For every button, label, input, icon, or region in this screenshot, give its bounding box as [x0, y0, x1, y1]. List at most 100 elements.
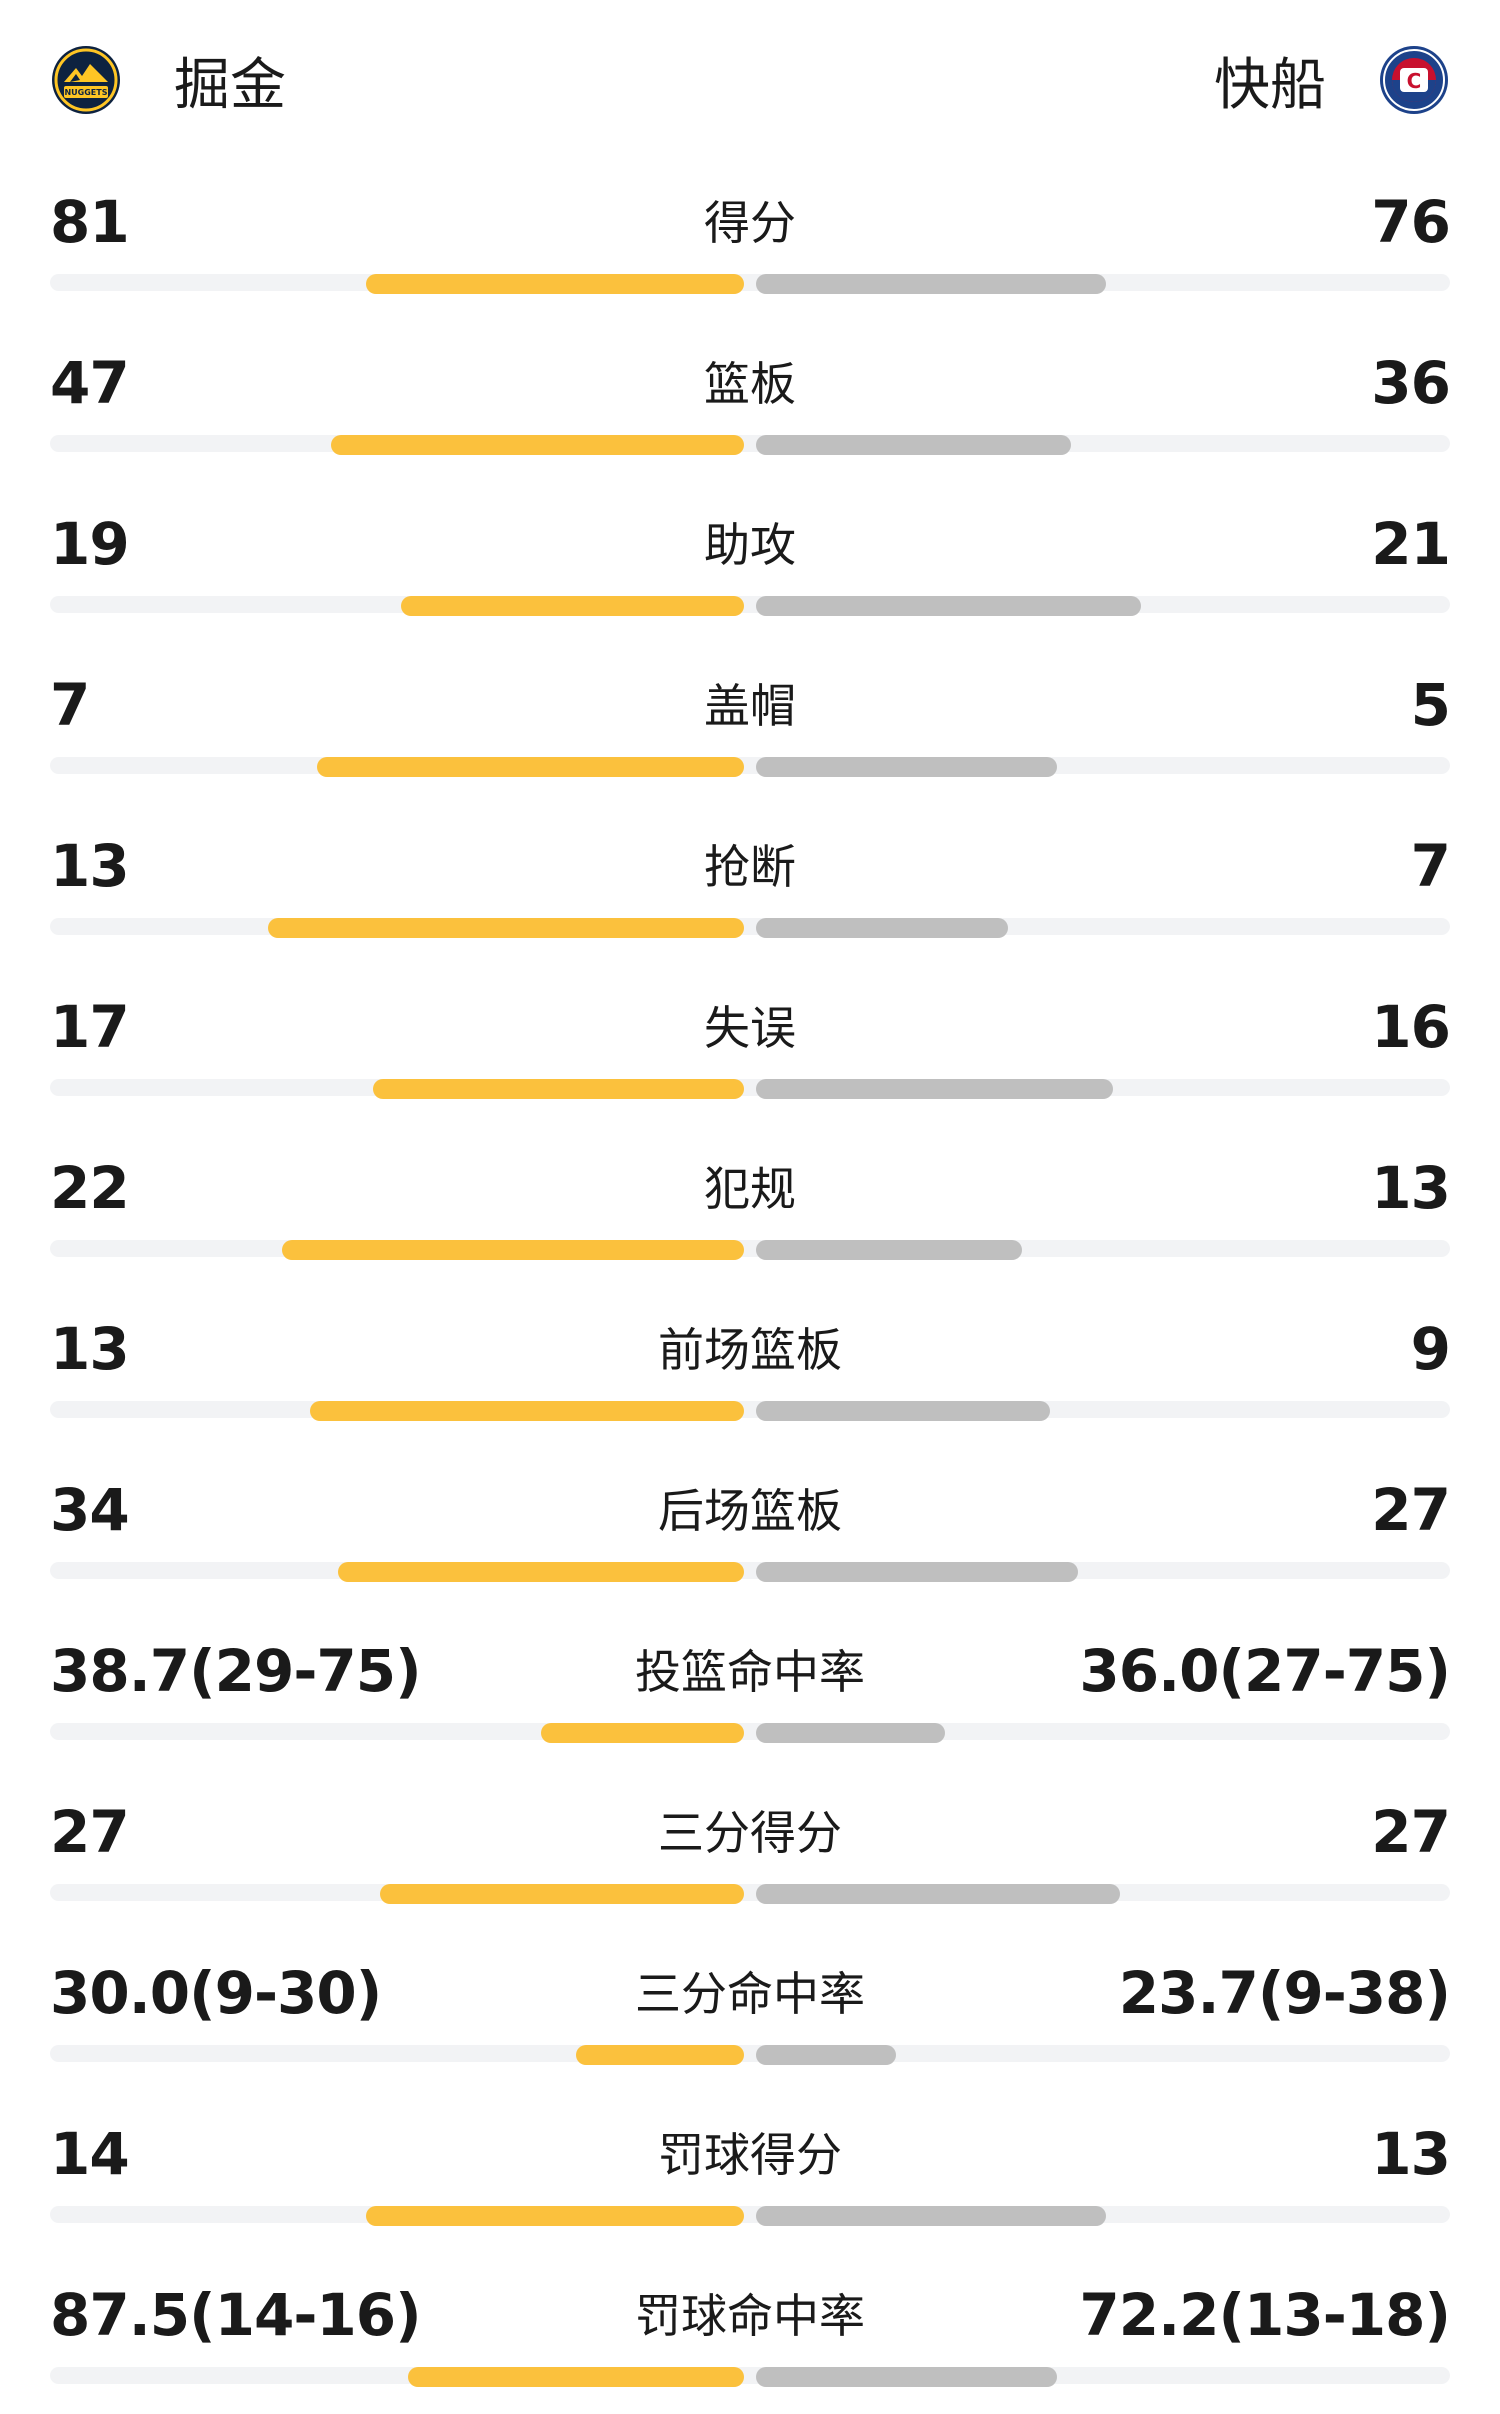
home-stat-bar [310, 1401, 744, 1421]
stat-row: 13 前场篮板 9 [0, 1287, 1500, 1448]
nuggets-logo-icon: NUGGETS [52, 46, 120, 114]
away-stat-value: 36 [1371, 349, 1451, 417]
stat-row: 81 得分 76 [0, 160, 1500, 321]
svg-text:C: C [1407, 69, 1422, 93]
stat-label: 三分得分 [658, 1806, 842, 1860]
home-stat-value: 87.5(14-16) [50, 2281, 422, 2349]
away-stat-bar [756, 1562, 1078, 1582]
stat-bar-track [50, 435, 1450, 452]
away-stat-value: 5 [1410, 671, 1451, 739]
away-stat-bar [756, 1723, 945, 1743]
away-stat-bar [756, 918, 1008, 938]
stat-label: 罚球得分 [658, 2128, 842, 2182]
home-stat-value: 17 [50, 993, 130, 1061]
stat-row: 13 抢断 7 [0, 804, 1500, 965]
away-stat-value: 27 [1371, 1476, 1451, 1544]
away-stat-value: 13 [1371, 2120, 1451, 2188]
stat-bar-track [50, 2045, 1450, 2062]
home-stat-value: 38.7(29-75) [50, 1637, 422, 1705]
away-team[interactable]: C 快船 [1214, 40, 1450, 120]
away-stat-value: 16 [1371, 993, 1451, 1061]
stat-row: 47 篮板 36 [0, 321, 1500, 482]
away-stat-bar [756, 274, 1106, 294]
stat-row: 38.7(29-75) 投篮命中率 36.0(27-75) [0, 1609, 1500, 1770]
stat-row: 19 助攻 21 [0, 482, 1500, 643]
stat-label: 投篮命中率 [635, 1645, 865, 1699]
stat-bar-track [50, 274, 1450, 291]
away-stat-value: 23.7(9-38) [1118, 1959, 1451, 2027]
home-stat-value: 19 [50, 510, 130, 578]
stat-bar-track [50, 757, 1450, 774]
stat-bar-track [50, 1723, 1450, 1740]
stat-bar-track [50, 1562, 1450, 1579]
stats-list: 81 得分 76 47 篮板 36 19 助攻 21 7 盖帽 5 13 抢断 7 17 失误 16 22 犯规 13 1… [0, 160, 1500, 2414]
stat-row: 14 罚球得分 13 [0, 2092, 1500, 2253]
home-stat-bar [408, 2367, 744, 2387]
home-stat-value: 22 [50, 1154, 130, 1222]
away-stat-value: 76 [1371, 188, 1451, 256]
home-team[interactable]: NUGGETS 掘金 [50, 40, 286, 120]
stat-row: 30.0(9-30) 三分命中率 23.7(9-38) [0, 1931, 1500, 2092]
home-stat-bar [366, 274, 744, 294]
home-stat-value: 7 [50, 671, 90, 739]
home-stat-value: 27 [50, 1798, 130, 1866]
away-stat-bar [756, 2367, 1057, 2387]
stat-row: 27 三分得分 27 [0, 1770, 1500, 1931]
stat-row: 87.5(14-16) 罚球命中率 72.2(13-18) [0, 2253, 1500, 2414]
stat-label: 失误 [704, 1001, 796, 1055]
home-stat-value: 34 [50, 1476, 130, 1544]
away-stat-value: 9 [1410, 1315, 1451, 1383]
team-header: NUGGETS 掘金 C 快船 [0, 0, 1500, 160]
stat-label: 盖帽 [704, 679, 796, 733]
svg-text:NUGGETS: NUGGETS [64, 88, 107, 97]
away-stat-bar [756, 2206, 1106, 2226]
clippers-logo-icon: C [1380, 46, 1448, 114]
away-stat-bar [756, 435, 1071, 455]
stat-bar-track [50, 1884, 1450, 1901]
away-stat-value: 36.0(27-75) [1079, 1637, 1451, 1705]
home-stat-value: 47 [50, 349, 130, 417]
stat-label: 助攻 [704, 518, 796, 572]
stat-bar-track [50, 596, 1450, 613]
stat-label: 得分 [704, 196, 796, 250]
away-stat-bar [756, 1884, 1120, 1904]
home-stat-bar [576, 2045, 744, 2065]
home-stat-bar [373, 1079, 744, 1099]
stat-row: 17 失误 16 [0, 965, 1500, 1126]
home-stat-bar [317, 757, 744, 777]
home-stat-value: 13 [50, 832, 130, 900]
away-stat-bar [756, 2045, 896, 2065]
home-stat-bar [541, 1723, 744, 1743]
stat-bar-track [50, 1079, 1450, 1096]
away-stat-bar [756, 757, 1057, 777]
stat-label: 篮板 [704, 357, 796, 411]
stat-bar-track [50, 2367, 1450, 2384]
home-stat-value: 14 [50, 2120, 130, 2188]
away-stat-value: 7 [1410, 832, 1451, 900]
away-team-name: 快船 [1214, 52, 1326, 118]
away-stat-bar [756, 596, 1141, 616]
home-stat-value: 81 [50, 188, 130, 256]
stat-bar-track [50, 918, 1450, 935]
away-stat-bar [756, 1240, 1022, 1260]
away-stat-value: 21 [1371, 510, 1451, 578]
home-stat-bar [380, 1884, 744, 1904]
stat-row: 7 盖帽 5 [0, 643, 1500, 804]
home-stat-bar [268, 918, 744, 938]
away-stat-bar [756, 1079, 1113, 1099]
home-stat-bar [331, 435, 744, 455]
home-stat-value: 13 [50, 1315, 130, 1383]
away-stat-value: 27 [1371, 1798, 1451, 1866]
stat-bar-track [50, 1240, 1450, 1257]
away-stat-value: 13 [1371, 1154, 1451, 1222]
stat-label: 抢断 [704, 840, 796, 894]
stat-label: 犯规 [704, 1162, 796, 1216]
stat-row: 22 犯规 13 [0, 1126, 1500, 1287]
away-stat-value: 72.2(13-18) [1079, 2281, 1451, 2349]
home-stat-bar [282, 1240, 744, 1260]
home-stat-bar [401, 596, 744, 616]
stat-label: 后场篮板 [658, 1484, 842, 1538]
stat-label: 罚球命中率 [635, 2289, 865, 2343]
home-stat-bar [366, 2206, 744, 2226]
home-team-name: 掘金 [174, 52, 286, 118]
